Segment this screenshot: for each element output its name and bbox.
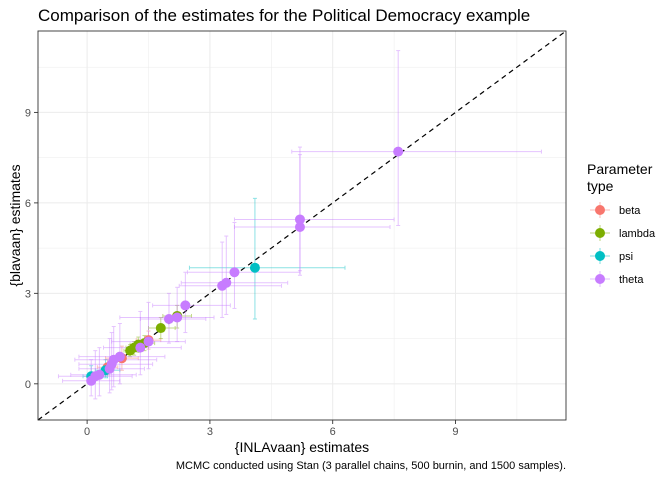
legend-item-psi: psi (590, 248, 633, 264)
y-tick-label: 9 (25, 107, 31, 119)
x-axis-ticks: 0 3 6 9 (84, 420, 459, 438)
point-psi (249, 262, 260, 273)
x-tick-label: 3 (207, 426, 213, 438)
legend-label: psi (619, 251, 633, 263)
legend-title-line-2: type (587, 178, 614, 194)
point-theta (180, 300, 191, 311)
legend-label: theta (619, 274, 644, 286)
legend: Parameter type beta lambda psi theta (587, 161, 656, 287)
y-tick-label: 6 (25, 198, 31, 210)
error-bar-psi (188, 197, 346, 320)
caption: MCMC conducted using Stan (3 parallel ch… (176, 460, 566, 472)
y-tick-label: 0 (25, 379, 31, 391)
chart-title: Comparison of the estimates for the Poli… (38, 6, 530, 25)
y-axis-ticks: 0 3 6 9 (25, 107, 38, 391)
point-theta (135, 342, 146, 353)
legend-label: lambda (619, 228, 656, 240)
legend-label: beta (619, 205, 641, 217)
point-theta (393, 146, 404, 157)
y-tick-label: 3 (25, 288, 31, 300)
x-tick-label: 0 (84, 426, 90, 438)
grid (38, 31, 566, 420)
point-theta (86, 375, 97, 386)
error-bar-theta (180, 235, 289, 315)
point-theta (229, 267, 240, 278)
legend-key-point (595, 251, 605, 261)
point-theta (172, 312, 183, 323)
legend-item-beta: beta (590, 202, 641, 218)
x-tick-label: 6 (330, 426, 336, 438)
error-bar-theta (291, 50, 542, 226)
point-theta (294, 222, 305, 233)
legend-key-point (595, 205, 605, 215)
error-bars (57, 50, 542, 400)
y-axis-title: {blavaan} estimates (7, 164, 23, 286)
point-theta (104, 363, 115, 374)
legend-item-lambda: lambda (590, 225, 656, 241)
point-theta (163, 313, 174, 324)
point-theta (294, 214, 305, 225)
legend-items: beta lambda psi theta (590, 202, 656, 287)
legend-key-point (595, 274, 605, 284)
point-theta (143, 336, 154, 347)
plot-border (37, 30, 567, 421)
legend-item-theta: theta (590, 271, 644, 287)
point-lambda (155, 323, 166, 334)
legend-key-point (595, 228, 605, 238)
legend-title-line-1: Parameter (587, 161, 653, 177)
x-axis-title: {INLAvaan} estimates (235, 439, 369, 455)
point-theta (217, 280, 228, 291)
error-bar-theta (186, 221, 301, 309)
points (86, 146, 404, 386)
error-bar-theta (178, 241, 283, 318)
x-tick-label: 9 (452, 426, 458, 438)
error-bar-theta (233, 146, 395, 272)
